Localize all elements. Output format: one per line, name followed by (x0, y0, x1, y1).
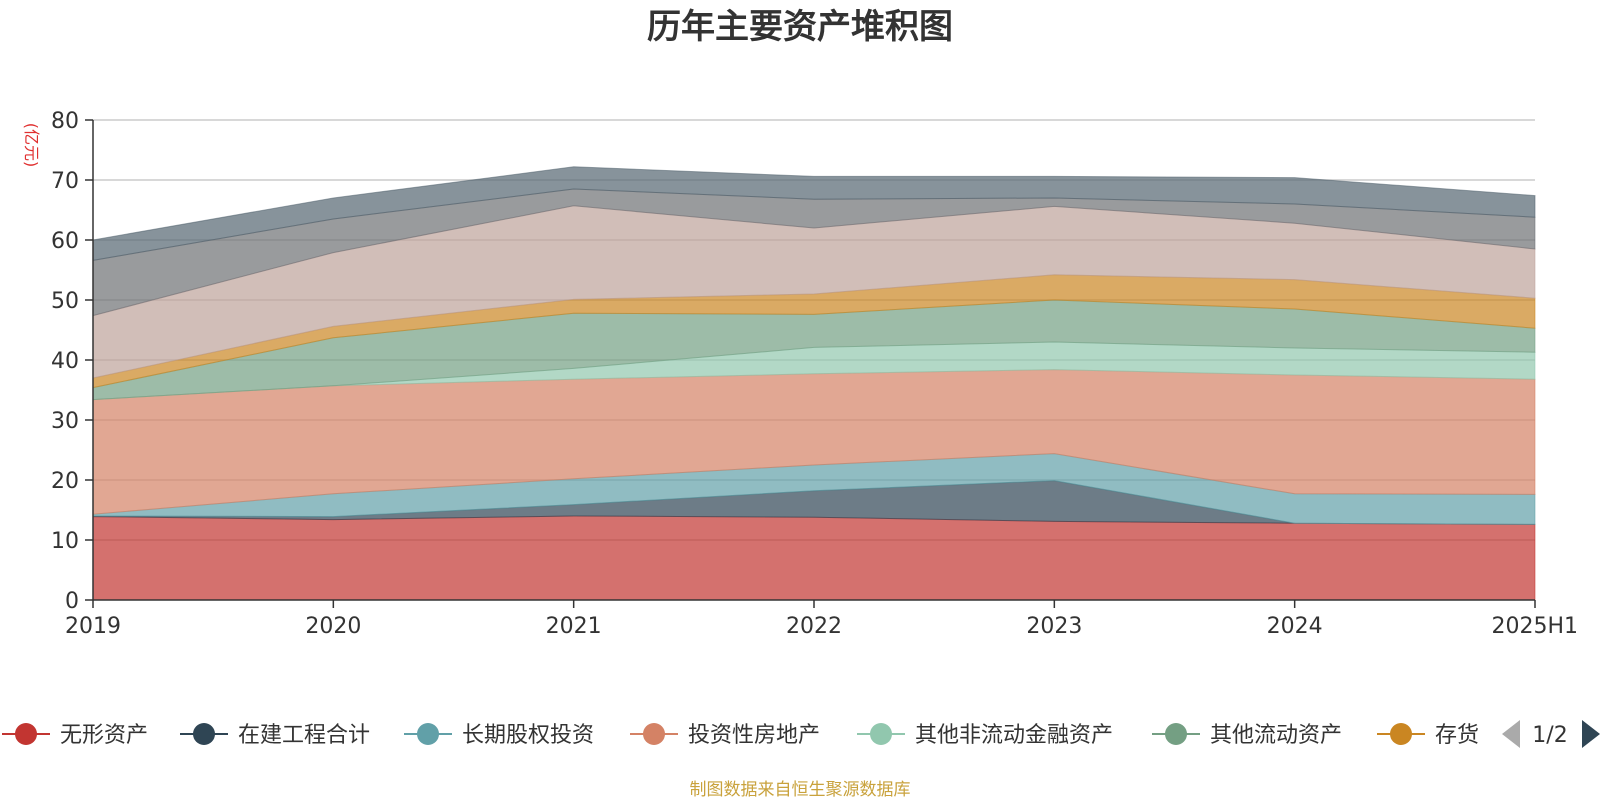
legend-item[interactable]: 在建工程合计 (180, 723, 370, 748)
y-axis-unit-label: (亿元) (22, 123, 41, 168)
legend-next-page-icon[interactable] (1582, 720, 1600, 748)
legend-label: 无形资产 (60, 723, 148, 748)
legend-item[interactable]: 无形资产 (2, 723, 148, 748)
y-tick-label: 70 (51, 169, 79, 194)
legend-item[interactable]: 其他非流动金融资产 (857, 723, 1113, 748)
area-series-1 (92, 515, 1536, 601)
legend-item[interactable]: 投资性房地产 (630, 723, 820, 748)
legend-prev-page-icon[interactable] (1502, 720, 1520, 748)
axes: 0 10 20 30 40 50 60 70 80 2019 2020 2021 2022 2023 202… (51, 109, 1578, 639)
legend-label: 长期股权投资 (462, 723, 594, 748)
y-tick-label: 50 (51, 289, 79, 314)
x-tick-label: 2022 (786, 614, 842, 639)
legend-marker-icon (417, 723, 439, 745)
legend-marker-icon (15, 723, 37, 745)
legend-marker-icon (193, 723, 215, 745)
y-tick-label: 60 (51, 229, 79, 254)
y-tick-label: 30 (51, 409, 79, 434)
legend-label: 存货 (1435, 723, 1479, 748)
y-tick-label: 10 (51, 529, 79, 554)
x-tick-label: 2020 (305, 614, 361, 639)
x-tick-label: 2025H1 (1491, 614, 1578, 639)
legend-label: 在建工程合计 (238, 723, 370, 748)
legend-label: 投资性房地产 (688, 723, 820, 748)
x-tick-label: 2024 (1267, 614, 1323, 639)
x-tick-label: 2019 (65, 614, 121, 639)
y-tick-label: 0 (65, 589, 79, 614)
legend-page-indicator: 1/2 (1532, 723, 1567, 748)
legend-item[interactable]: 其他流动资产 (1152, 723, 1342, 748)
y-tick-label: 40 (51, 349, 79, 374)
chart-title: 历年主要资产堆积图 (647, 7, 953, 47)
legend-item[interactable]: 长期股权投资 (404, 723, 594, 748)
area-series-10 (92, 166, 1536, 261)
legend-marker-icon (870, 723, 892, 745)
x-tick-label: 2021 (546, 614, 602, 639)
x-tick-label: 2023 (1026, 614, 1082, 639)
source-note: 制图数据来自恒生聚源数据库 (690, 780, 911, 800)
legend-label: 其他非流动金融资产 (915, 723, 1113, 748)
legend-item[interactable]: 存货 (1377, 723, 1479, 748)
legend-marker-icon (1165, 723, 1187, 745)
legend-marker-icon (1390, 723, 1412, 745)
legend: 无形资产 在建工程合计 长期股权投资 投资性房地产 其他非流动金融资产 其他流动资产 存货 1… (2, 720, 1600, 748)
legend-label: 其他流动资产 (1210, 723, 1342, 748)
legend-marker-icon (643, 723, 665, 745)
y-tick-label: 20 (51, 469, 79, 494)
area-series-layer (92, 166, 1536, 601)
y-tick-label: 80 (51, 109, 79, 134)
